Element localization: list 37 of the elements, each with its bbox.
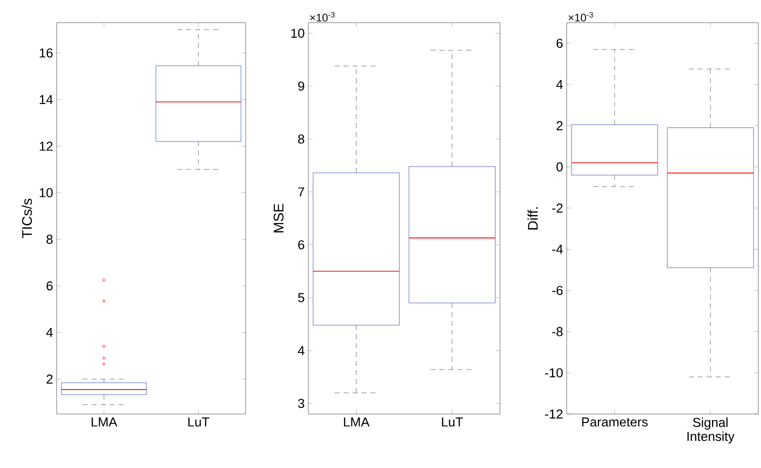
y-tick-label: 2 xyxy=(46,374,53,384)
y-tick-label: 14 xyxy=(40,95,53,104)
y-tick-label: 12 xyxy=(40,142,53,151)
y-tick-label: -8 xyxy=(552,327,563,336)
y-tick-label: 2 xyxy=(556,121,563,130)
x-tick-label: Parameters xyxy=(582,418,648,427)
y-tick-label: -12 xyxy=(545,409,563,419)
x-tick-label: LMA xyxy=(344,418,370,426)
y-tick-label: 4 xyxy=(556,80,563,89)
y-tick-label: 6 xyxy=(46,281,53,290)
x-tick-label: LuT xyxy=(188,418,210,427)
y-tick-label: 10 xyxy=(40,188,53,198)
y-tick-label: -6 xyxy=(552,286,563,296)
y-tick-label: 10 xyxy=(291,28,304,38)
y-tick-label: -2 xyxy=(552,204,563,213)
y-tick-label: -10 xyxy=(545,368,563,378)
y-tick-label: 6 xyxy=(556,38,563,48)
y-tick-label: 6 xyxy=(298,240,304,250)
y-axis-title: MSE xyxy=(274,204,284,232)
y-tick-label: 8 xyxy=(298,134,304,144)
y-tick-label: 3 xyxy=(298,398,304,408)
x-tick-label: LuT xyxy=(442,418,463,427)
y-tick-label: 0 xyxy=(556,162,563,172)
y-tick-label: 8 xyxy=(46,234,53,244)
y-axis-title: Diff. xyxy=(528,207,538,230)
y-tick-label: 9 xyxy=(298,82,304,91)
text: ×10$^{-3}$ xyxy=(568,12,593,22)
x-tick-label: Signal Intensity xyxy=(687,418,734,444)
y-axis-title: TICs/s xyxy=(22,198,32,238)
y-tick-label: -4 xyxy=(552,244,563,254)
y-tick-label: 5 xyxy=(298,293,304,302)
x-tick-label: LMA xyxy=(92,418,118,426)
y-tick-label: 7 xyxy=(298,187,304,196)
y-tick-label: 16 xyxy=(40,48,53,58)
text: ×10$^{-3}$ xyxy=(310,12,335,22)
y-tick-label: 4 xyxy=(298,346,304,355)
y-tick-label: 4 xyxy=(46,328,53,337)
